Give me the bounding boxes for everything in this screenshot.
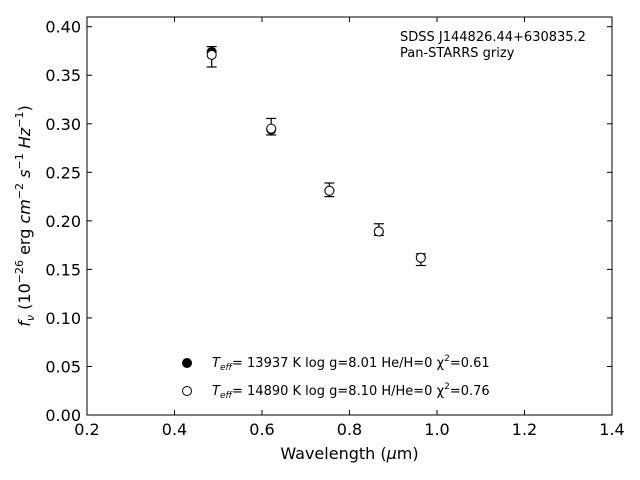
y-tick-label: 0.00 (45, 406, 81, 425)
y-tick-label: 0.30 (45, 115, 81, 134)
point-open (266, 123, 277, 134)
y-tick-label: 0.10 (45, 309, 81, 328)
point-open (324, 185, 335, 196)
y-axis: 0.00 0.05 0.10 0.15 0.20 0.25 0.30 0.35 0.40 (45, 18, 612, 425)
point-open (206, 49, 217, 60)
legend-entry-1: Teff= 13937 K log g=8.01 He/H=0 χ2=0.61 (212, 354, 490, 373)
x-axis: 0.2 0.4 0.6 0.8 1.0 1.2 1.4 (74, 17, 625, 439)
x-tick-label: 0.8 (337, 420, 362, 439)
error-bars (206, 46, 426, 267)
y-tick-label: 0.35 (45, 66, 81, 85)
annotation-survey: Pan-STARRS grizy (400, 46, 515, 61)
y-tick-label: 0.25 (45, 163, 81, 182)
point-open (373, 226, 384, 237)
legend-entry-2: Teff= 14890 K log g=8.10 H/He=0 χ2=0.76 (212, 382, 490, 401)
x-tick-label: 1.4 (599, 420, 624, 439)
x-tick-label: 0.4 (162, 420, 187, 439)
x-tick-label: 1.2 (512, 420, 537, 439)
legend-marker-filled (182, 358, 192, 368)
point-open (415, 252, 426, 263)
legend: Teff= 13937 K log g=8.01 He/H=0 χ2=0.61 … (182, 354, 490, 401)
annotation-object: SDSS J144826.44+630835.2 (400, 30, 586, 45)
model-points-open (206, 49, 426, 263)
y-tick-label: 0.20 (45, 212, 81, 231)
y-tick-label: 0.15 (45, 260, 81, 279)
model-points-filled (206, 46, 426, 263)
y-tick-label: 0.40 (45, 18, 81, 37)
legend-marker-open (182, 386, 192, 396)
y-axis-label: fν (10−26 erg cm−2 s−1 Hz−1) (13, 105, 37, 326)
x-tick-label: 0.2 (74, 420, 99, 439)
x-tick-label: 1.0 (424, 420, 449, 439)
x-axis-label: Wavelength (μm) (280, 444, 418, 463)
y-tick-label: 0.05 (45, 357, 81, 376)
x-tick-label: 0.6 (249, 420, 274, 439)
